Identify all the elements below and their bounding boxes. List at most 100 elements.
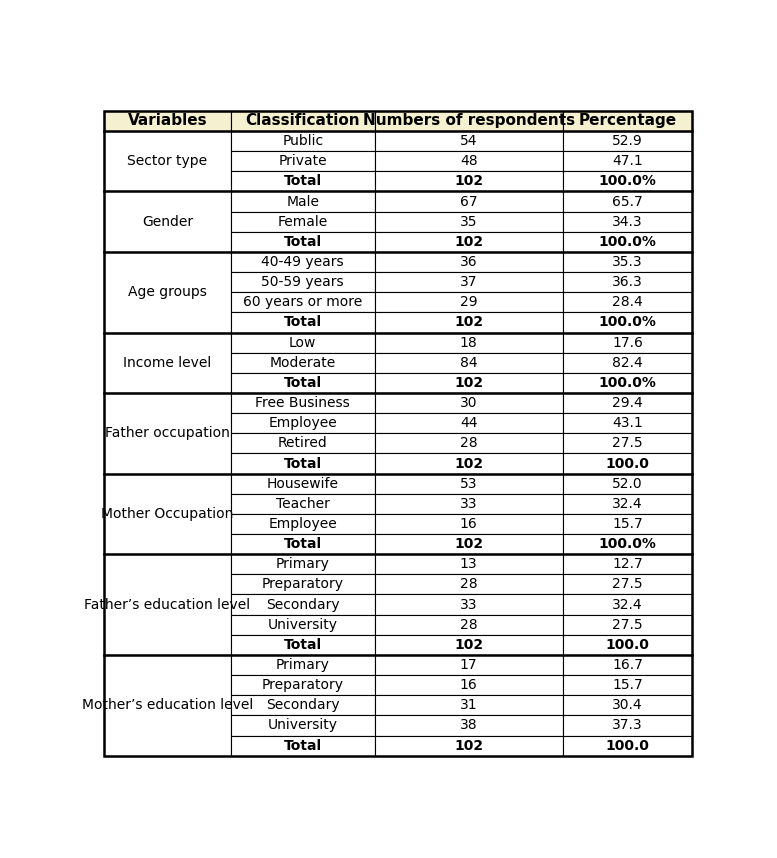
Bar	[375, 373, 563, 393]
Bar	[563, 333, 692, 353]
Bar	[375, 635, 563, 655]
Bar	[375, 433, 563, 453]
Text: 28: 28	[460, 577, 478, 591]
Text: 38: 38	[460, 718, 478, 733]
Bar	[563, 735, 692, 756]
Bar	[231, 735, 375, 756]
Bar	[231, 414, 375, 433]
Text: 31: 31	[460, 698, 478, 712]
Bar	[231, 695, 375, 716]
Bar	[563, 716, 692, 735]
Bar	[375, 333, 563, 353]
Text: Preparatory: Preparatory	[262, 577, 343, 591]
Bar	[231, 595, 375, 614]
Bar	[563, 293, 692, 312]
Bar	[563, 534, 692, 554]
Bar	[563, 312, 692, 333]
Text: 84: 84	[460, 356, 478, 370]
Text: 100.0%: 100.0%	[598, 537, 657, 551]
Bar	[231, 433, 375, 453]
Text: 37.3: 37.3	[612, 718, 643, 733]
Bar	[563, 433, 692, 453]
Bar	[375, 353, 563, 373]
Bar	[104, 554, 231, 655]
Text: Father occupation: Father occupation	[105, 426, 230, 440]
Bar	[563, 493, 692, 514]
Text: 32.4: 32.4	[612, 597, 643, 612]
Text: Total: Total	[284, 174, 322, 189]
Text: Total: Total	[284, 316, 322, 329]
Text: 53: 53	[460, 477, 478, 491]
Bar	[375, 293, 563, 312]
Text: Low: Low	[289, 335, 316, 349]
Bar	[231, 212, 375, 232]
Bar	[231, 293, 375, 312]
Text: 102: 102	[455, 376, 483, 390]
Bar	[231, 635, 375, 655]
Bar	[563, 675, 692, 695]
Text: 37: 37	[460, 275, 478, 289]
Bar	[231, 514, 375, 534]
Text: Total: Total	[284, 739, 322, 752]
Text: Secondary: Secondary	[266, 698, 340, 712]
Bar	[563, 252, 692, 272]
Text: 16: 16	[460, 517, 478, 531]
Bar	[375, 574, 563, 595]
Bar	[375, 393, 563, 414]
Bar	[231, 393, 375, 414]
Text: 54: 54	[460, 134, 478, 148]
Text: Female: Female	[277, 214, 328, 229]
Bar	[375, 655, 563, 675]
Bar	[231, 716, 375, 735]
Bar	[375, 595, 563, 614]
Text: 100.0%: 100.0%	[598, 376, 657, 390]
Bar	[375, 191, 563, 212]
Bar	[104, 474, 231, 554]
Text: Total: Total	[284, 537, 322, 551]
Text: Moderate: Moderate	[270, 356, 336, 370]
Text: 16: 16	[460, 678, 478, 692]
Text: Age groups: Age groups	[128, 285, 207, 299]
Text: 43.1: 43.1	[612, 416, 643, 430]
Text: Classification: Classification	[246, 113, 360, 129]
Bar	[231, 675, 375, 695]
Text: 13: 13	[460, 557, 478, 571]
Text: 35: 35	[460, 214, 478, 229]
Bar	[375, 151, 563, 172]
Text: Total: Total	[284, 456, 322, 470]
Bar	[231, 131, 375, 151]
Bar	[375, 312, 563, 333]
Bar	[231, 333, 375, 353]
Text: 33: 33	[460, 497, 478, 511]
Bar	[375, 735, 563, 756]
Bar	[375, 554, 563, 574]
Text: 12.7: 12.7	[612, 557, 643, 571]
Bar	[231, 614, 375, 635]
Text: Primary: Primary	[276, 557, 329, 571]
Text: 100.0: 100.0	[605, 456, 650, 470]
Bar	[375, 514, 563, 534]
Text: Numbers of respondents: Numbers of respondents	[363, 113, 575, 129]
Bar	[375, 252, 563, 272]
Text: Total: Total	[284, 376, 322, 390]
Bar	[104, 333, 231, 393]
Bar	[563, 574, 692, 595]
Bar	[563, 393, 692, 414]
Bar	[231, 232, 375, 252]
Text: 100.0: 100.0	[605, 739, 650, 752]
Bar	[231, 574, 375, 595]
Text: Secondary: Secondary	[266, 597, 340, 612]
Bar	[231, 252, 375, 272]
Bar	[563, 414, 692, 433]
Text: Sector type: Sector type	[127, 154, 207, 168]
Text: 100.0%: 100.0%	[598, 174, 657, 189]
Bar	[375, 534, 563, 554]
Text: Teacher: Teacher	[276, 497, 329, 511]
Bar	[375, 675, 563, 695]
Bar	[231, 554, 375, 574]
Text: 16.7: 16.7	[612, 658, 643, 672]
Text: Percentage: Percentage	[578, 113, 677, 129]
Text: Retired: Retired	[278, 437, 328, 450]
Bar	[231, 191, 375, 212]
Bar	[563, 373, 692, 393]
